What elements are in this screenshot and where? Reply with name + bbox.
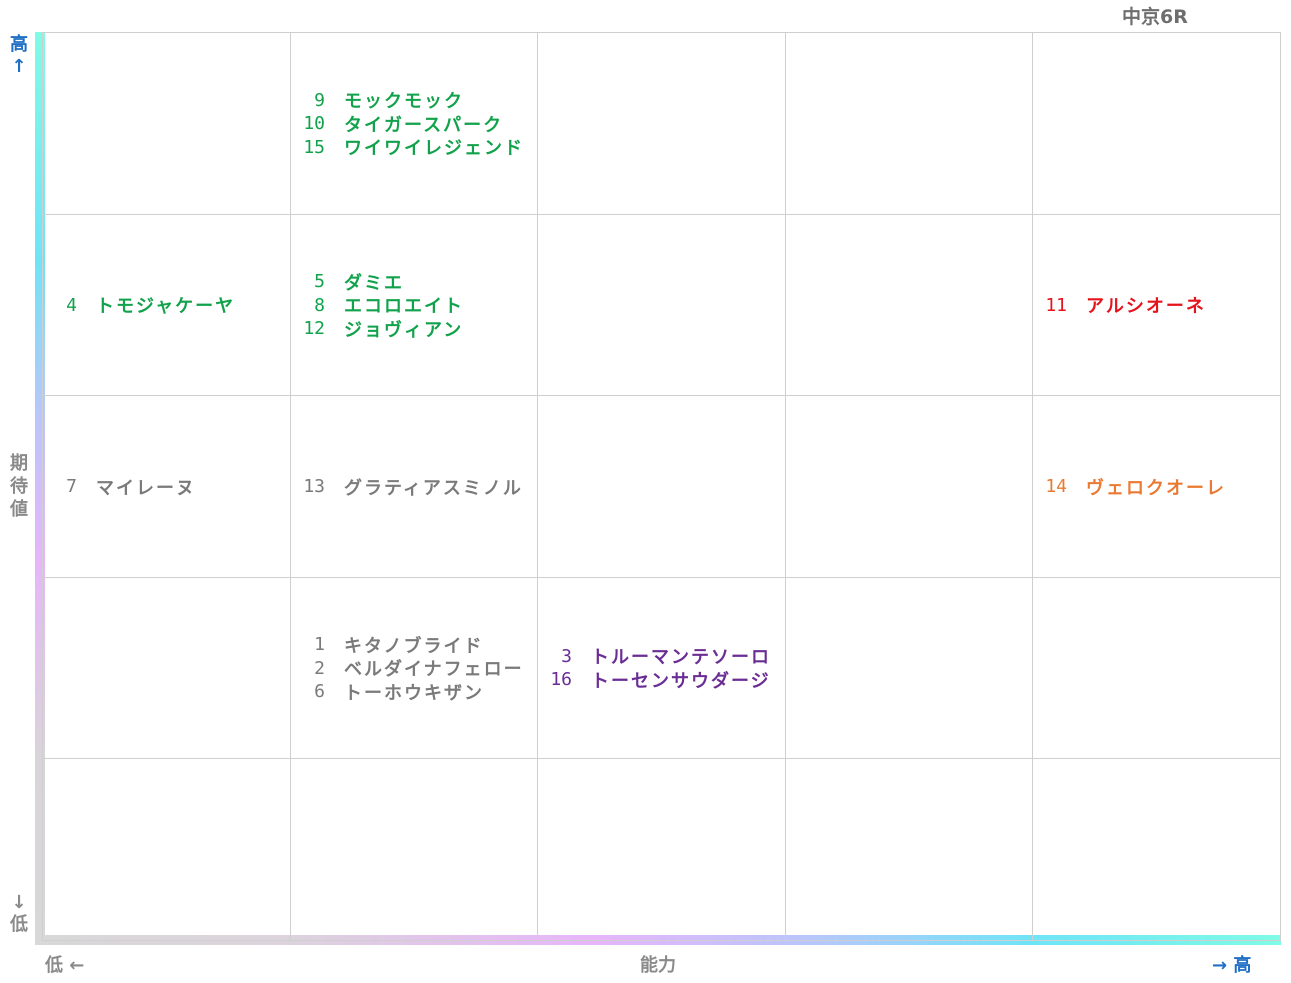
grid-cell — [1032, 758, 1281, 941]
horse-name: エコロエイト — [344, 296, 464, 317]
entry-list: 14 ヴェロクオーレ — [1033, 396, 1280, 577]
x-axis-high-label: → 高 — [1212, 955, 1252, 976]
grid-area: 9 モックモック 10 タイガースパーク 15 ワイワイレジェンド 4 トモジャケーヤ 5 ダミエ… — [42, 32, 1281, 941]
horse-number: 4 — [66, 294, 77, 316]
horse-name: グラティアスミノル — [344, 477, 523, 499]
horse-number: 1 — [314, 634, 325, 655]
entry-list: 3 トルーマンテソーロ 16 トーセンサウダージ — [538, 578, 785, 758]
horse-entry: 13 グラティアスミノル — [291, 475, 537, 499]
entry-list: 1 キタノブライド 2 ベルダイナフェロー 6 トーホウキザン — [291, 578, 537, 758]
horse-number: 3 — [561, 645, 572, 667]
horse-name: トーホウキザン — [344, 682, 484, 704]
horse-name: ヴェロクオーレ — [1086, 477, 1226, 499]
horse-entry: 3 トルーマンテソーロ — [538, 645, 785, 669]
grid-cell — [537, 395, 786, 578]
grid-cell: 14 ヴェロクオーレ — [1032, 395, 1281, 578]
horse-number: 16 — [550, 669, 572, 691]
grid-cell: 7 マイレーヌ — [42, 395, 291, 578]
horse-name: トルーマンテソーロ — [591, 647, 771, 669]
horse-number: 15 — [303, 136, 325, 158]
horse-number: 5 — [314, 271, 325, 292]
y-axis-low-label: ↓低 — [10, 892, 28, 935]
grid-cell: 1 キタノブライド 2 ベルダイナフェロー 6 トーホウキザン — [290, 577, 538, 759]
horse-entry: 6 トーホウキザン — [291, 680, 537, 704]
x-axis-low-label: 低 ← — [45, 955, 85, 976]
horse-number: 6 — [314, 681, 325, 702]
x-axis-label: 能力 — [640, 955, 676, 976]
entry-list: 11 アルシオーネ — [1033, 215, 1280, 395]
horse-entry: 2 ベルダイナフェロー — [291, 656, 537, 681]
grid-cell — [785, 32, 1033, 215]
grid-cell: 4 トモジャケーヤ — [42, 214, 291, 396]
horse-name: モックモック — [344, 91, 464, 112]
grid-cell: 11 アルシオーネ — [1032, 214, 1281, 396]
grid-cell — [290, 758, 538, 941]
horse-name: ジョヴィアン — [344, 319, 464, 341]
entry-list: 5 ダミエ 8 エコロエイト 12 ジョヴィアン — [291, 215, 537, 395]
horse-number: 7 — [66, 476, 77, 497]
grid-cell — [537, 32, 786, 215]
grid-cell — [537, 758, 786, 941]
horse-number: 10 — [303, 113, 325, 134]
horse-entry: 14 ヴェロクオーレ — [1033, 475, 1280, 499]
horse-entry: 15 ワイワイレジェンド — [291, 135, 537, 160]
grid-cell — [1032, 32, 1281, 215]
horse-name: トモジャケーヤ — [96, 296, 236, 317]
grid-cell — [785, 395, 1033, 578]
entry-list: 7 マイレーヌ — [43, 396, 290, 577]
race-label: 中京6R — [1122, 6, 1188, 28]
horse-name: アルシオーネ — [1086, 296, 1206, 317]
horse-name: マイレーヌ — [96, 477, 196, 499]
entry-list: 4 トモジャケーヤ — [43, 215, 290, 395]
grid-cell — [42, 758, 291, 941]
horse-entry: 8 エコロエイト — [291, 293, 537, 318]
horse-entry: 9 モックモック — [291, 88, 537, 113]
horse-number: 12 — [303, 318, 325, 339]
entry-list: 9 モックモック 10 タイガースパーク 15 ワイワイレジェンド — [291, 33, 537, 214]
grid-cell: 3 トルーマンテソーロ 16 トーセンサウダージ — [537, 577, 786, 759]
horse-number: 9 — [314, 89, 325, 111]
grid-cell: 13 グラティアスミノル — [290, 395, 538, 578]
grid-cell: 9 モックモック 10 タイガースパーク 15 ワイワイレジェンド — [290, 32, 538, 215]
horse-name: キタノブライド — [344, 635, 484, 657]
grid-cell — [42, 577, 291, 759]
horse-number: 14 — [1045, 476, 1067, 497]
horse-entry: 16 トーセンサウダージ — [538, 668, 785, 692]
y-axis-bar — [35, 32, 45, 942]
horse-number: 11 — [1045, 294, 1067, 316]
horse-number: 8 — [314, 294, 325, 316]
entry-list: 13 グラティアスミノル — [291, 396, 537, 577]
horse-number: 13 — [303, 476, 325, 497]
horse-name: ベルダイナフェロー — [344, 659, 524, 680]
horse-name: ワイワイレジェンド — [344, 138, 524, 159]
grid-cell — [785, 214, 1033, 396]
horse-entry: 5 ダミエ — [291, 270, 537, 294]
grid-cell — [785, 577, 1033, 759]
horse-entry: 10 タイガースパーク — [291, 112, 537, 136]
horse-number: 2 — [314, 657, 325, 679]
y-axis-high-label: 高↑ — [10, 34, 28, 77]
horse-entry: 7 マイレーヌ — [43, 475, 290, 499]
grid-cell — [537, 214, 786, 396]
horse-name: トーセンサウダージ — [591, 670, 771, 692]
grid-cell — [785, 758, 1033, 941]
y-axis-label: 期待値 — [10, 453, 28, 520]
grid-cell — [1032, 577, 1281, 759]
horse-entry: 12 ジョヴィアン — [291, 317, 537, 341]
grid-cell — [42, 32, 291, 215]
grid-cell: 5 ダミエ 8 エコロエイト 12 ジョヴィアン — [290, 214, 538, 396]
horse-entry: 4 トモジャケーヤ — [43, 293, 290, 318]
horse-entry: 1 キタノブライド — [291, 633, 537, 657]
horse-name: ダミエ — [344, 272, 404, 294]
horse-name: タイガースパーク — [344, 114, 504, 136]
horse-entry: 11 アルシオーネ — [1033, 293, 1280, 318]
